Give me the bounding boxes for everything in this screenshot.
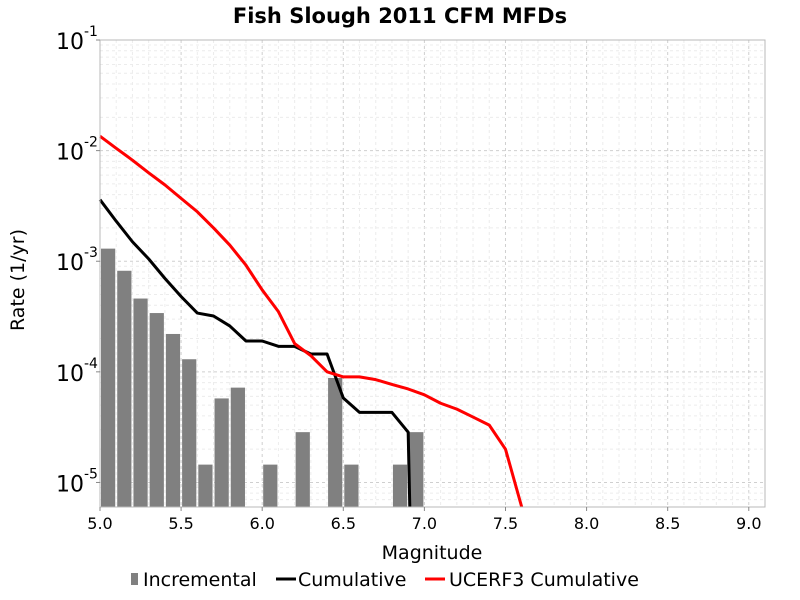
incremental-bar	[133, 298, 148, 507]
incremental-bar	[198, 464, 213, 507]
incremental-bar	[165, 333, 181, 507]
legend-label: Incremental	[143, 569, 257, 591]
incremental-bar	[263, 464, 278, 507]
grid	[99, 39, 766, 508]
cumulative-line	[98, 198, 412, 508]
x-tick-label: 5.5	[168, 514, 193, 533]
x-tick-label: 7.0	[412, 514, 437, 533]
x-tick-label: 8.5	[655, 514, 680, 533]
x-tick-label: 5.0	[87, 514, 112, 533]
incremental-bars	[101, 248, 424, 507]
x-axis-label: Magnitude	[382, 542, 483, 564]
x-tick-label: 6.5	[331, 514, 356, 533]
legend-label: UCERF3 Cumulative	[449, 569, 639, 591]
x-tick-label: 7.5	[493, 514, 518, 533]
cumulative-lines	[98, 134, 524, 508]
incremental-bar	[328, 377, 343, 507]
x-axis-ticks: 5.0 5.5 6.0 6.5 7.0 7.5 8.0 8.5 9.0	[87, 507, 762, 533]
incremental-bar	[344, 464, 359, 507]
incremental-bar	[230, 387, 245, 507]
y-axis-label: Rate (1/yr)	[7, 229, 29, 331]
incremental-bar	[117, 270, 132, 507]
x-tick-label: 8.0	[574, 514, 599, 533]
incremental-bar	[295, 432, 310, 507]
incremental-bar	[409, 432, 424, 507]
legend-swatch	[131, 573, 138, 585]
y-tick-label: 10-5	[56, 466, 98, 497]
y-axis-ticks: 10-1 10-2 10-3 10-4 10-5	[56, 24, 100, 497]
legend-item-incremental: Incremental	[131, 569, 257, 591]
ucerf3-cumulative-line	[99, 134, 524, 508]
legend-label: Cumulative	[298, 569, 406, 591]
incremental-bar	[214, 398, 229, 507]
incremental-bar	[182, 359, 197, 507]
y-tick-label: 10-1	[56, 24, 98, 55]
legend-item-cumulative: Cumulative	[276, 569, 406, 591]
y-tick-label: 10-4	[56, 356, 98, 387]
x-tick-label: 9.0	[736, 514, 761, 533]
legend: Incremental Cumulative UCERF3 Cumulative	[131, 569, 639, 591]
incremental-bar	[149, 313, 164, 507]
incremental-bar	[101, 248, 116, 507]
y-tick-label: 10-3	[56, 245, 98, 276]
plot-area-frame	[99, 39, 766, 508]
chart-title: Fish Slough 2011 CFM MFDs	[233, 4, 567, 28]
incremental-bar	[392, 464, 408, 507]
legend-item-ucerf3-cumulative: UCERF3 Cumulative	[425, 569, 639, 591]
x-tick-label: 6.0	[249, 514, 274, 533]
y-tick-label: 10-2	[56, 135, 98, 166]
